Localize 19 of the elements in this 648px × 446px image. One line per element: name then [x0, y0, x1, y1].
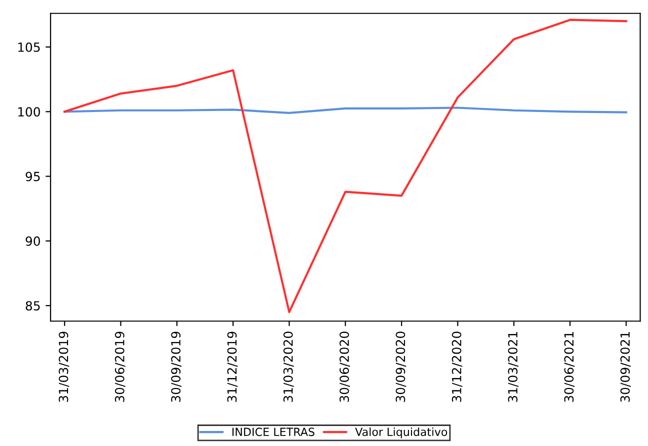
y-tick-label: 95 [26, 172, 40, 182]
legend-label: Valor Liquidativo [355, 427, 448, 438]
x-tick-label: 30/09/2021 [620, 332, 631, 402]
x-tick-label: 31/12/2019 [227, 332, 238, 402]
y-tick-label: 90 [26, 236, 40, 246]
x-tick-label: 31/03/2020 [283, 332, 294, 402]
x-tick-label: 30/06/2020 [340, 332, 350, 402]
x-tick-label: 31/12/2020 [452, 332, 462, 402]
y-tick-label: 105 [18, 42, 40, 52]
line-series [64, 18, 628, 314]
x-tick-label: 31/03/2019 [58, 332, 70, 402]
y-tick-label: 85 [26, 301, 40, 311]
x-tick-label: 31/03/2021 [508, 332, 518, 402]
x-tick-label: 30/06/2019 [114, 332, 126, 402]
legend-label: INDICE LETRAS [232, 428, 314, 436]
y-tick-label: 100 [18, 107, 40, 117]
x-tick-label: 30/06/2021 [564, 332, 575, 402]
x-tick-label: 30/09/2020 [396, 332, 406, 402]
x-tick-label: 30/09/2019 [171, 332, 182, 402]
